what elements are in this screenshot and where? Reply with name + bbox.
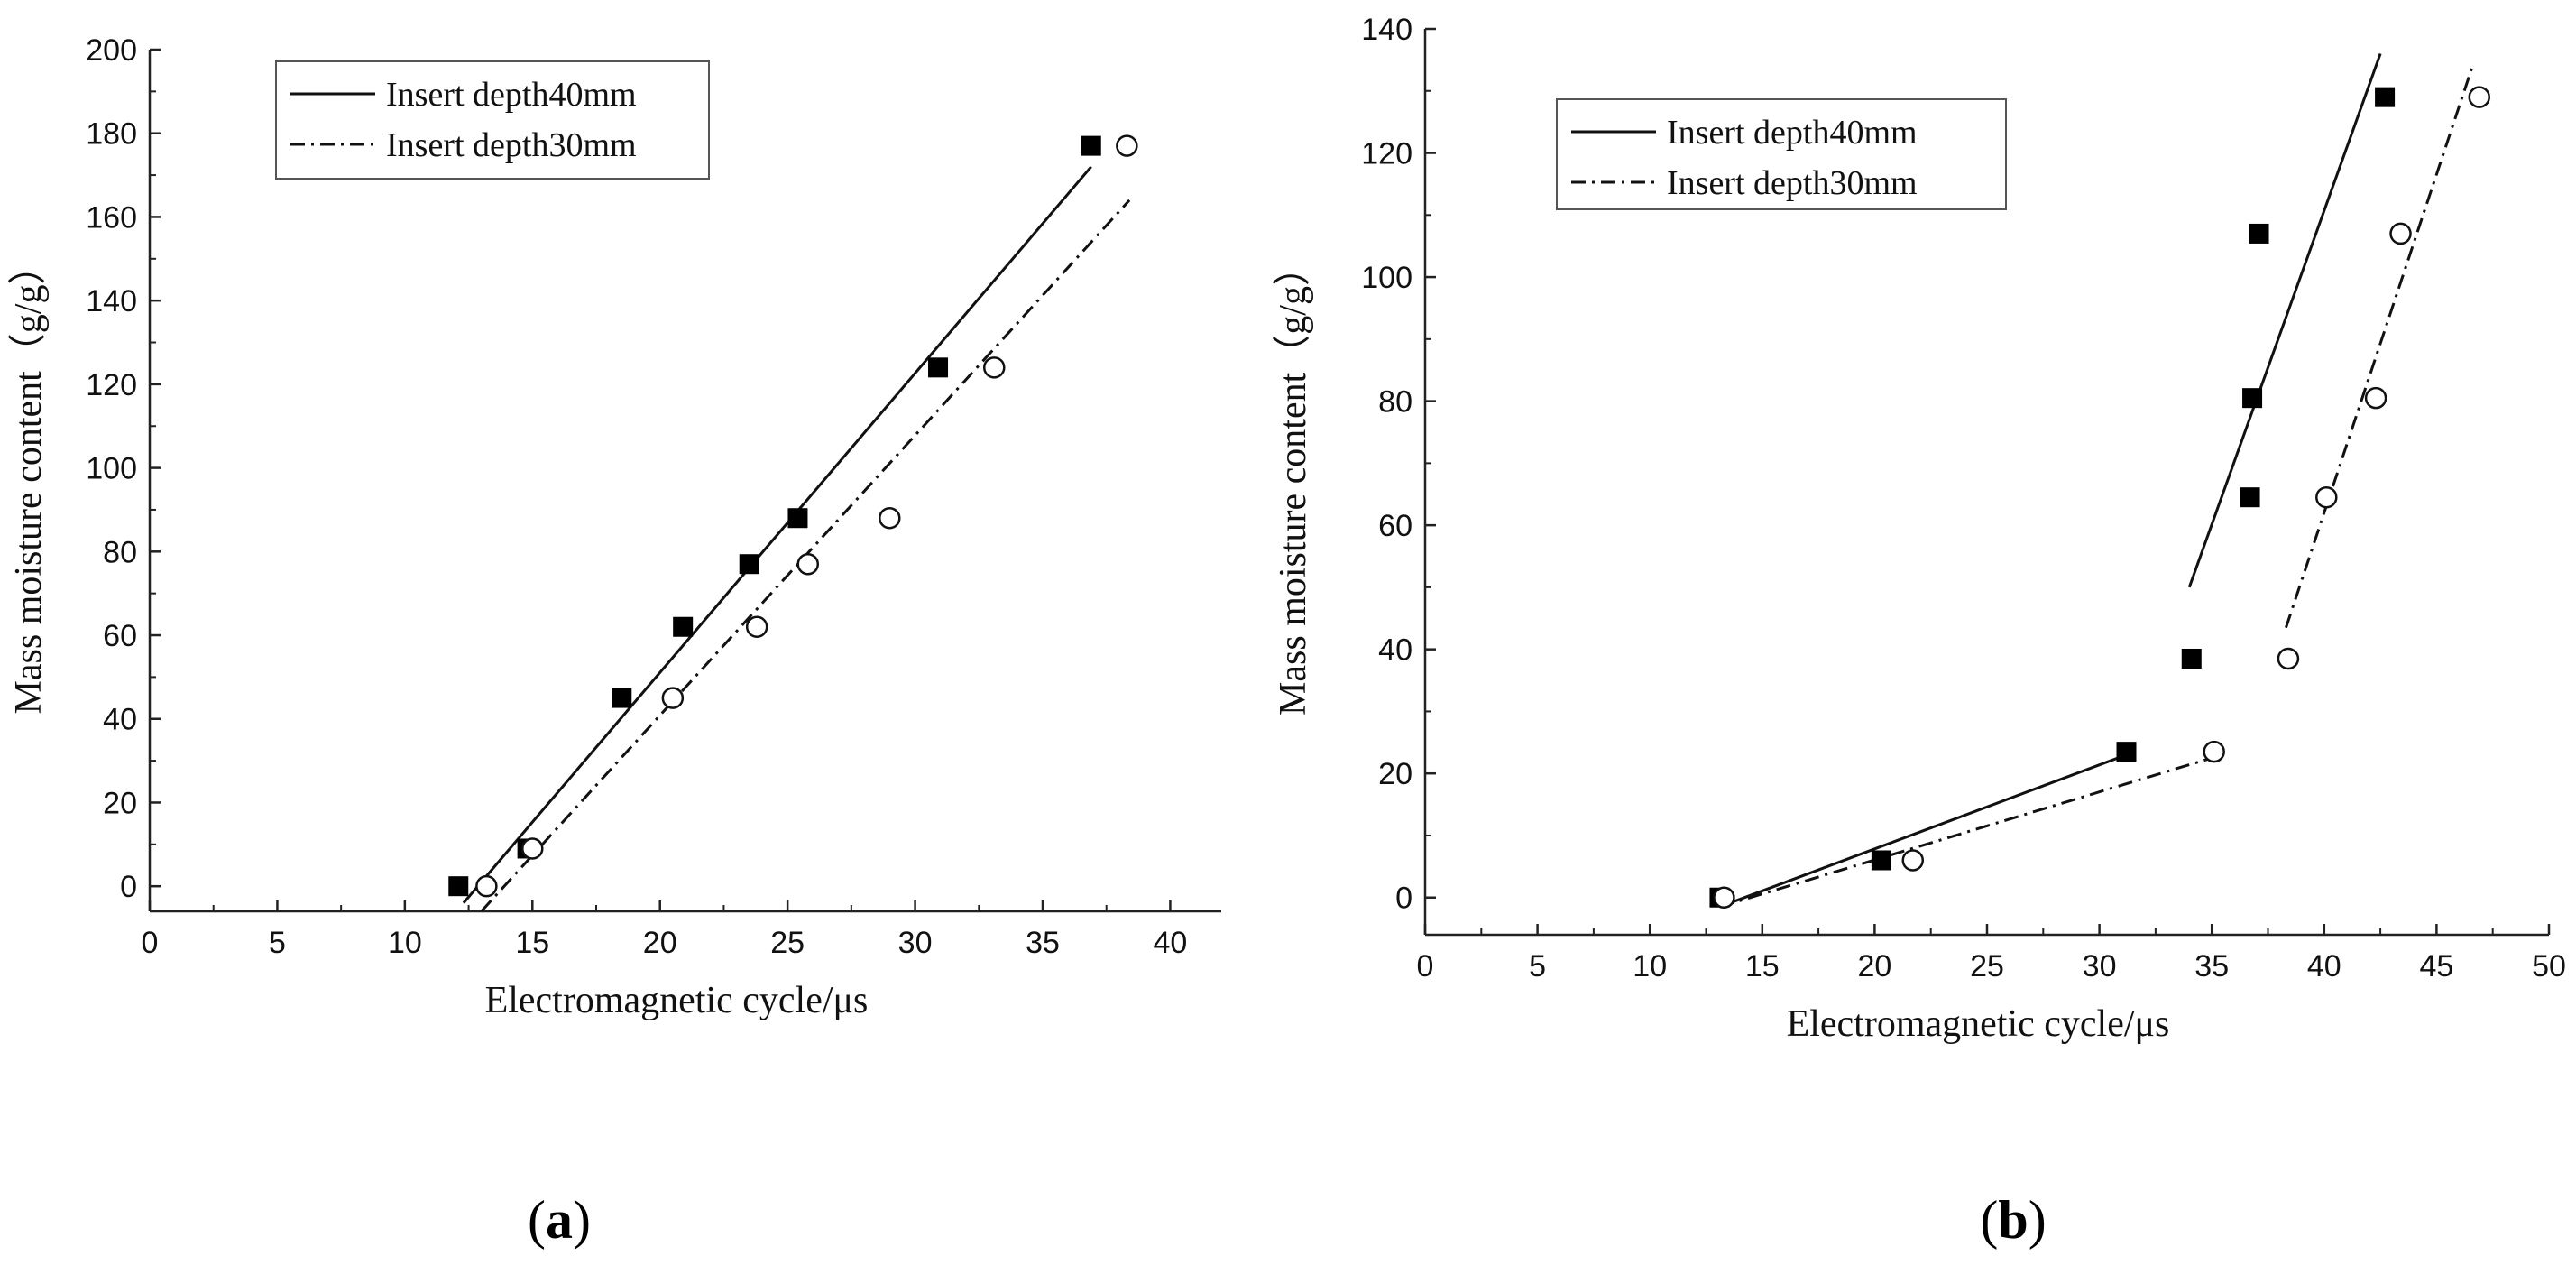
data-point-a-30mm [745,615,768,639]
legend-label-a-30mm: Insert depth30mm [386,126,637,164]
data-point-b-30mm [2277,647,2300,670]
data-point-a-30mm [1116,134,1138,157]
y-tick-label-a: 120 [86,368,137,402]
data-point-a-40mm [928,357,949,378]
x-tick-label-a: 0 [142,926,159,960]
y-tick-label-b: 100 [1361,261,1412,295]
x-tick-label-b: 10 [1633,949,1667,983]
caption-a-letter: a [546,1190,573,1250]
y-tick-label-b: 120 [1361,137,1412,171]
data-point-a-40mm [1081,135,1101,156]
x-tick-label-b: 45 [2419,949,2453,983]
data-point-b-40mm [2116,742,2137,762]
data-point-b-30mm [2203,740,2225,763]
data-point-a-40mm [612,688,632,708]
x-tick-label-a: 5 [269,926,286,960]
data-point-b-30mm [2389,222,2412,245]
legend-box-b [1556,98,2007,210]
legend-label-b-30mm: Insert depth30mm [1667,164,1918,202]
x-tick-label-b: 25 [1970,949,2004,983]
y-tick-label-a: 200 [86,33,137,68]
y-tick-label-b: 80 [1378,385,1412,420]
fit-line-a-40mm [462,165,1092,904]
data-point-b-40mm [2181,648,2202,669]
fit-line-b-40mm [1718,753,2128,909]
y-tick-label-b: 0 [1395,882,1412,916]
x-tick-label-b: 0 [1417,949,1434,983]
y-tick-label-a: 160 [86,200,137,235]
y-tick-label-a: 0 [120,870,137,904]
data-point-b-30mm [2468,86,2490,108]
data-point-b-30mm [2364,386,2387,410]
legend-box-a [275,60,710,180]
y-tick-label-b: 140 [1361,13,1412,47]
x-axis-title-b: Electromagnetic cycle/μs [1787,1003,2170,1045]
data-point-a-30mm [796,552,820,576]
y-tick-label-a: 180 [86,117,137,152]
x-tick-label-a: 35 [1026,926,1060,960]
y-tick-label-b: 40 [1378,633,1412,668]
y-tick-label-b: 20 [1378,757,1412,791]
fit-line-b-30mm [2285,65,2474,629]
caption-b-letter: b [1998,1190,2028,1250]
data-point-a-40mm [739,554,759,575]
y-tick-label-b: 60 [1378,509,1412,543]
fit-line-b-30mm [1719,756,2213,909]
data-point-a-30mm [879,506,901,530]
y-tick-label-a: 80 [103,535,137,569]
legend-label-b-40mm: Insert depth40mm [1667,114,1918,152]
x-tick-label-a: 15 [515,926,549,960]
x-axis-title-a: Electromagnetic cycle/μs [485,980,869,1021]
data-point-a-40mm [673,616,694,637]
chart-panel-a: 0 20 40 60 80 100 120 140 160 180 200 0 5 10 15 20 25 30 3… [8,33,1221,1021]
data-point-b-30mm [1901,849,1925,872]
x-tick-label-a: 25 [770,926,805,960]
data-point-a-40mm [448,876,469,897]
x-tick-label-a: 10 [388,926,422,960]
x-tick-label-b: 50 [2532,949,2566,983]
y-axis-title-b: Mass moisture content（g/g） [1273,248,1314,716]
data-point-b-40mm [2375,87,2396,107]
data-point-b-30mm [2315,485,2338,509]
y-tick-label-a: 140 [86,284,137,319]
y-tick-label-a: 20 [103,786,137,820]
x-tick-label-a: 40 [1154,926,1188,960]
caption-b: (b) [1980,1190,2046,1250]
data-point-a-30mm [475,874,498,898]
data-point-b-40mm [1871,850,1891,871]
x-tick-label-a: 20 [643,926,677,960]
y-tick-label-a: 40 [103,703,137,737]
x-tick-label-b: 30 [2083,949,2117,983]
fit-line-b-40mm [2187,53,2382,588]
x-tick-label-b: 35 [2194,949,2229,983]
x-tick-label-b: 15 [1745,949,1780,983]
data-point-a-40mm [787,508,808,529]
caption-a: (a) [528,1190,591,1250]
data-point-a-30mm [521,837,544,860]
chart-panel-b: 0 20 40 60 80 100 120 140 0 5 10 15 20 25 30 35 40 45 50 El… [1273,13,2566,1045]
data-point-b-40mm [2240,487,2260,508]
data-point-b-40mm [2242,388,2263,409]
x-tick-label-b: 40 [2307,949,2341,983]
data-point-b-30mm [1713,886,1735,909]
data-point-b-40mm [2249,223,2269,244]
y-tick-label-a: 100 [86,452,137,486]
x-tick-label-b: 5 [1529,949,1546,983]
legend-label-a-40mm: Insert depth40mm [386,76,637,114]
x-tick-label-b: 20 [1857,949,1891,983]
data-point-a-30mm [661,687,685,709]
y-axis-title-a: Mass moisture content（g/g） [8,247,50,715]
x-tick-label-a: 30 [898,926,933,960]
y-tick-label-a: 60 [103,619,137,653]
data-point-a-30mm [983,356,1006,379]
